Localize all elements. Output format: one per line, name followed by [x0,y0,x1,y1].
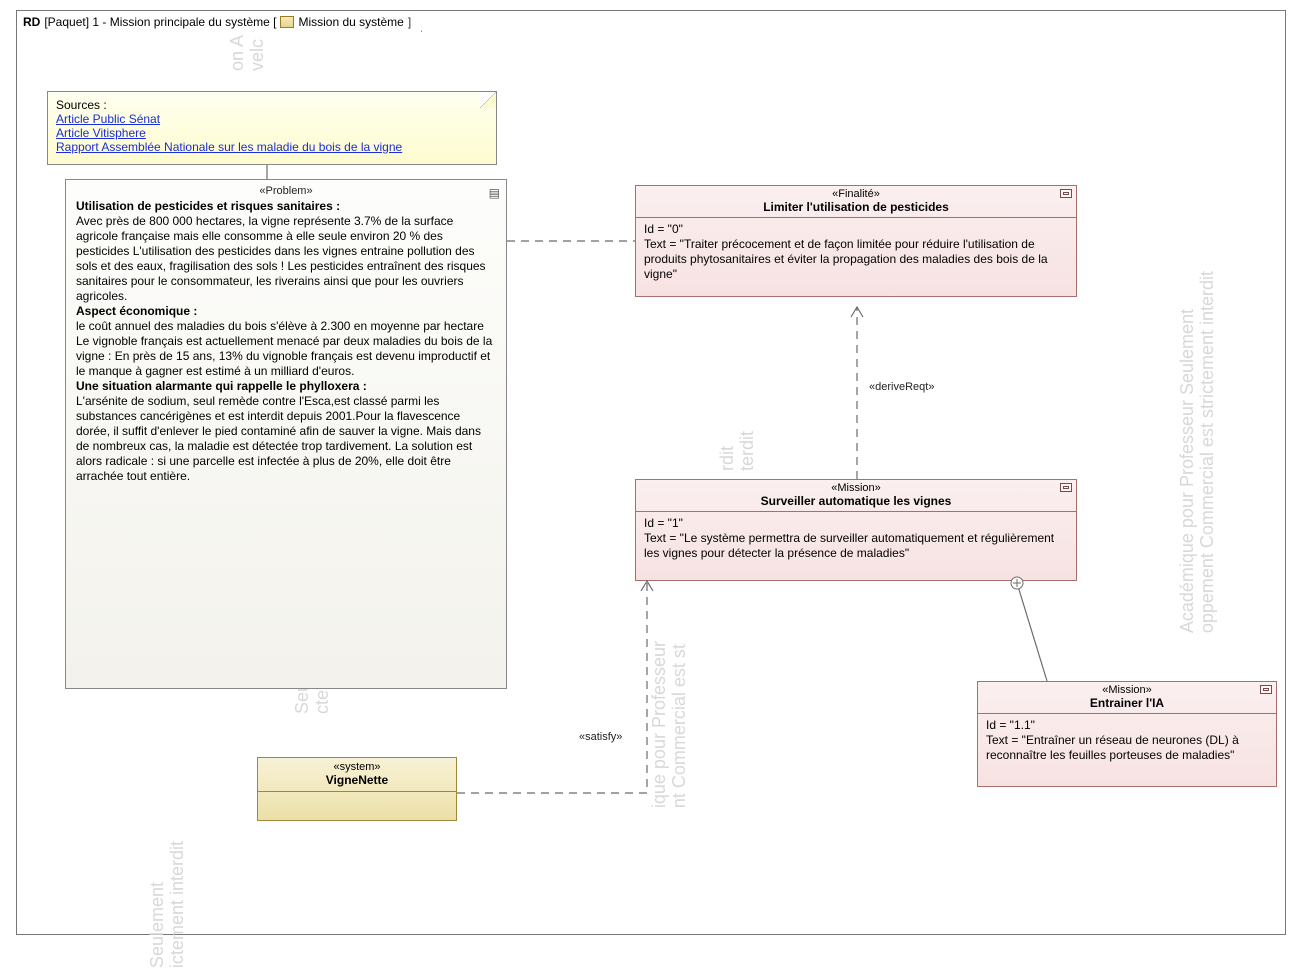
requirement-icon [1060,483,1072,492]
problem-section-text: L'arsénite de sodium, seul remède contre… [76,394,496,484]
finalite-stereotype: «Finalité» [642,188,1070,200]
mission1-title: Surveiller automatique les vignes [642,494,1070,508]
sources-note: Sources : Article Public SénatArticle Vi… [47,91,497,165]
problem-section-title: Une situation alarmante qui rappelle le … [76,379,367,393]
source-link[interactable]: Rapport Assemblée Nationale sur les mala… [56,140,488,154]
mission1-text: Text = "Le système permettra de surveill… [644,531,1068,561]
mission2-text: Text = "Entraîner un réseau de neurones … [986,733,1268,763]
mission2-id: Id = "1.1" [986,718,1268,733]
mission2-stereotype: «Mission» [984,684,1270,696]
watermark-text: Seulement ictement interdit [147,841,187,968]
frame-tab: RD [Paquet] 1 - Mission principale du sy… [16,10,422,32]
frame-tab-suffix: ] [408,15,411,29]
mission1-id: Id = "1" [644,516,1068,531]
derive-label: «deriveReqt» [867,381,936,393]
system-box: «system» VigneNette [257,757,457,821]
mission1-box: «Mission» Surveiller automatique les vig… [635,479,1077,581]
requirement-icon [1060,189,1072,198]
note-link-icon: ▤ [489,186,500,201]
source-link[interactable]: Article Vitisphere [56,126,488,140]
problem-section-text: le coût annuel des maladies du bois s'él… [76,319,496,379]
satisfy-label: «satisfy» [577,731,624,743]
watermark-text: rdit terdit [717,431,757,471]
diagram-canvas: RD [Paquet] 1 - Mission principale du sy… [0,0,1305,954]
note-fold-icon [480,92,496,108]
finalite-id: Id = "0" [644,222,1068,237]
problem-section-title: Aspect économique : [76,304,197,318]
finalite-text: Text = "Traiter précocement et de façon … [644,237,1068,282]
requirement-icon [1260,685,1272,694]
finalite-box: «Finalité» Limiter l'utilisation de pest… [635,185,1077,297]
mission1-stereotype: «Mission» [642,482,1070,494]
finalite-title: Limiter l'utilisation de pesticides [642,200,1070,214]
source-link[interactable]: Article Public Sénat [56,112,488,126]
frame-tab-prefix: RD [23,15,40,29]
problem-section-text: Avec près de 800 000 hectares, la vigne … [76,214,496,304]
problem-box: ▤ «Problem» Utilisation de pesticides et… [65,179,507,689]
package-icon [280,16,294,28]
watermark-text: Académique pour Professeur Seulement opp… [1177,271,1217,633]
watermark-text: on A velc [227,35,267,71]
mission2-box: «Mission» Entrainer l'IA Id = "1.1" Text… [977,681,1277,787]
frame-tab-inner: Mission du système [298,15,403,29]
problem-section-title: Utilisation de pesticides et risques san… [76,199,340,213]
system-stereotype: «system» [264,761,450,773]
mission2-title: Entrainer l'IA [984,696,1270,710]
problem-stereotype: «Problem» [76,184,496,199]
frame-tab-text: [Paquet] 1 - Mission principale du systè… [44,15,276,29]
note-title: Sources : [56,98,488,112]
watermark-text: ique pour Professeur nt Commercial est s… [649,641,689,808]
diagram-frame: RD [Paquet] 1 - Mission principale du sy… [16,10,1286,935]
system-title: VigneNette [264,773,450,787]
